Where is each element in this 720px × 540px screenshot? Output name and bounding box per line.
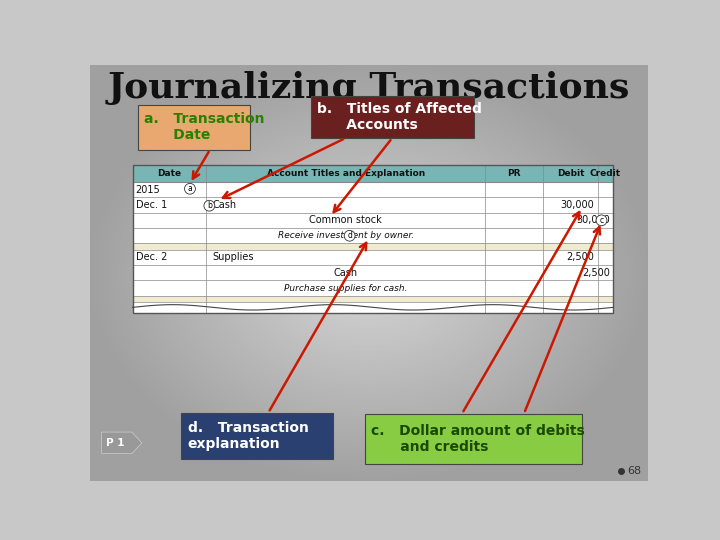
Circle shape: [344, 231, 355, 241]
Text: Dec. 1: Dec. 1: [136, 200, 167, 210]
Circle shape: [596, 215, 607, 226]
Circle shape: [184, 184, 195, 194]
Text: 30,000: 30,000: [561, 200, 595, 210]
Text: Dec. 2: Dec. 2: [136, 252, 167, 262]
Polygon shape: [102, 432, 142, 454]
Bar: [132, 244, 613, 249]
Text: Supplies: Supplies: [212, 252, 254, 262]
Text: Cash: Cash: [333, 268, 358, 278]
Bar: [132, 265, 613, 280]
Text: Purchase supplies for cash.: Purchase supplies for cash.: [284, 284, 408, 293]
Text: 2,500: 2,500: [567, 252, 595, 262]
Text: b.   Titles of Affected
      Accounts: b. Titles of Affected Accounts: [317, 102, 482, 132]
Text: Common stock: Common stock: [310, 215, 382, 225]
Text: Debit: Debit: [557, 169, 584, 178]
Text: a.   Transaction
      Date: a. Transaction Date: [144, 112, 265, 142]
Bar: [132, 165, 613, 313]
Bar: [132, 296, 613, 302]
Text: 30,000: 30,000: [576, 215, 610, 225]
Text: a: a: [188, 184, 192, 193]
Bar: [132, 280, 613, 296]
Bar: [132, 213, 613, 228]
Text: c.   Dollar amount of debits
      and credits: c. Dollar amount of debits and credits: [372, 423, 585, 454]
Bar: [132, 165, 613, 182]
Text: 2,500: 2,500: [582, 268, 610, 278]
Text: 2015: 2015: [136, 185, 161, 194]
Bar: [311, 96, 474, 138]
Bar: [132, 182, 613, 197]
Text: Journalizing Transactions: Journalizing Transactions: [108, 71, 630, 105]
Text: d: d: [347, 231, 352, 240]
Text: P 1: P 1: [107, 438, 125, 448]
Text: PR: PR: [508, 169, 521, 178]
Text: d.   Transaction
explanation: d. Transaction explanation: [188, 421, 309, 451]
Bar: [132, 197, 613, 213]
Text: b: b: [207, 201, 212, 210]
Text: c: c: [600, 216, 603, 225]
Bar: [365, 414, 582, 464]
Text: Cash: Cash: [212, 200, 237, 210]
Bar: [132, 249, 613, 265]
Circle shape: [204, 200, 215, 211]
Text: 68: 68: [627, 467, 642, 476]
Text: Credit: Credit: [590, 169, 621, 178]
Bar: [138, 105, 251, 150]
Text: Receive investment by owner.: Receive investment by owner.: [278, 231, 414, 240]
Bar: [132, 228, 613, 244]
Bar: [181, 413, 333, 459]
Bar: [132, 302, 613, 313]
Text: Date: Date: [158, 169, 181, 178]
Text: Account Titles and Explanation: Account Titles and Explanation: [266, 169, 425, 178]
